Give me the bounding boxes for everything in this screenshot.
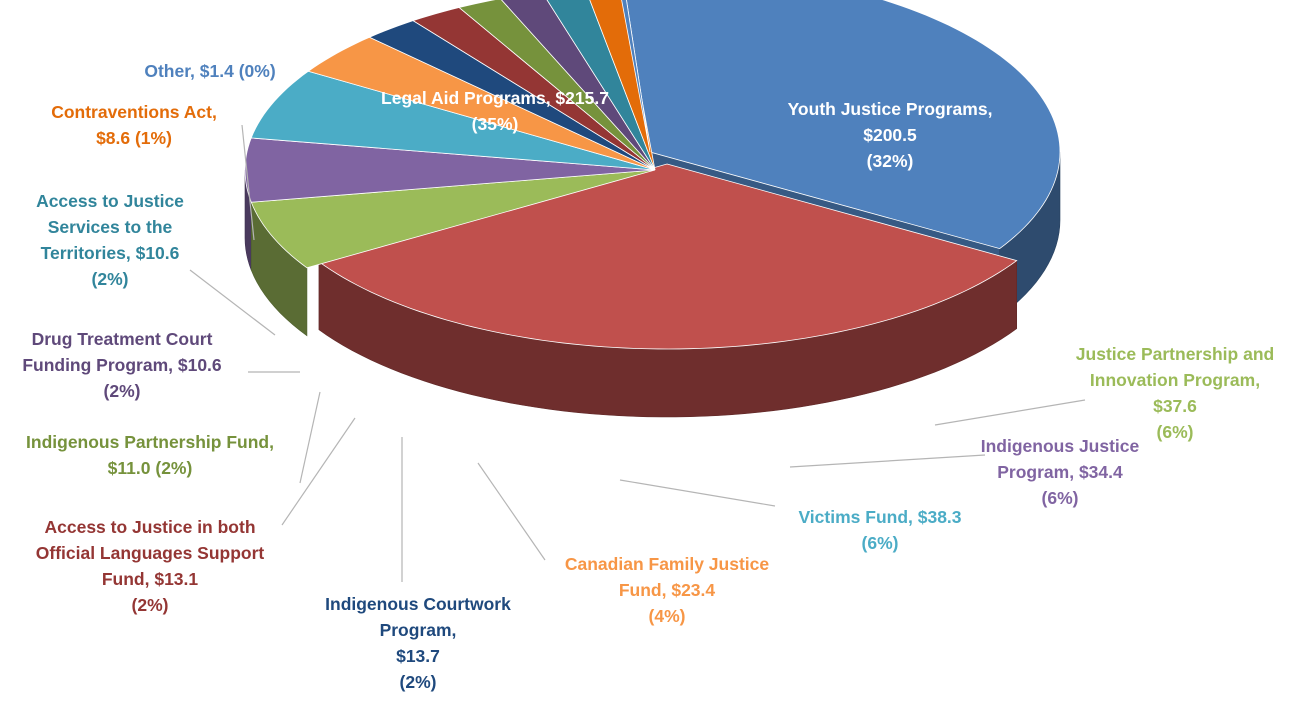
slice-victims-fund [250,70,656,171]
label-line: (6%) [1157,422,1194,442]
slice-access-to-justice-in-both-official-languages-support-fund [412,7,656,171]
slice-youth-justice-programs [318,163,1018,350]
label-line: Fund, $13.1 [102,569,199,589]
label-line: Fund, $23.4 [619,580,716,600]
label-line: Access to Justice [36,191,184,211]
leader-line-canadian-family-justice-fund [477,462,546,561]
label-line: Services to the [48,217,173,237]
label-line: $8.6 (1%) [96,128,172,148]
label-drug-treatment-court-funding-program: Drug Treatment Court Funding Program, $10… [22,329,222,401]
label-line: Indigenous Partnership Fund, [26,432,274,452]
label-line: (35%) [472,114,519,134]
label-legal-aid-programs: Legal Aid Programs, $215.7 (35%) [381,88,609,134]
label-line: (6%) [862,533,899,553]
label-contraventions-act: Contraventions Act, $8.6 (1%) [51,102,217,148]
label-line: Innovation Program, [1090,370,1260,390]
label-access-to-justice-services-to-the-territories: Access to Justice Services to the Territor… [36,191,184,289]
leader-line-access-to-justice-in-both-official-languages-support-fund [281,417,356,526]
leader-line-victims-fund [619,479,776,507]
label-line: Territories, $10.6 [41,243,180,263]
label-line: Indigenous Justice [981,436,1140,456]
label-justice-partnership-and-innovation-program: Justice Partnership and Innovation Progra… [1076,344,1274,442]
leader-line-access-to-justice-services-to-the-territories [189,269,276,336]
label-line: $13.7 [396,646,440,666]
label-line: (6%) [1042,488,1079,508]
pie-slice-tops [244,0,1061,350]
label-line: Indigenous Courtwork [325,594,511,614]
label-line: (4%) [649,606,686,626]
label-line: Victims Fund, $38.3 [798,507,961,527]
slice-canadian-family-justice-fund [307,36,656,171]
leader-lines [189,124,1086,582]
label-line: Program, $34.4 [997,462,1123,482]
slice-other [621,0,651,153]
label-line: (2%) [132,595,169,615]
label-line: Other, $1.4 (0%) [144,61,275,81]
slice-legal-aid-programs [626,0,1061,250]
label-victims-fund: Victims Fund, $38.3 (6%) [798,507,961,553]
slice-indigenous-partnership-fund [458,0,656,171]
slice-drug-treatment-court-funding-program [501,0,656,171]
label-line: Access to Justice in both [44,517,255,537]
slice-labels: Legal Aid Programs, $215.7 (35%) Youth Jus… [22,61,1274,692]
label-indigenous-justice-program: Indigenous Justice Program, $34.4 (6%) [981,436,1140,508]
slice-access-to-justice-services-to-the-territories [546,0,656,171]
label-canadian-family-justice-fund: Canadian Family Justice Fund, $23.4 (4%) [565,554,770,626]
label-line: Funding Program, $10.6 [22,355,222,375]
slice-contraventions-act [589,0,656,171]
label-line: Contraventions Act, [51,102,217,122]
label-line: (2%) [400,672,437,692]
label-line: (2%) [104,381,141,401]
label-line: $200.5 [863,125,917,145]
label-line: Program, [380,620,457,640]
label-line: $11.0 (2%) [108,458,193,478]
label-line: $37.6 [1153,396,1197,416]
label-access-to-justice-in-both-official-languages-support-fund: Access to Justice in both Official Langua… [36,517,265,615]
label-line: Legal Aid Programs, $215.7 [381,88,609,108]
slice-indigenous-courtwork-program [368,20,656,171]
label-indigenous-partnership-fund: Indigenous Partnership Fund, $11.0 (2%) [26,432,274,478]
label-line: Justice Partnership and [1076,344,1274,364]
leader-line-justice-partnership-and-innovation-program [934,399,1086,426]
label-line: (32%) [867,151,914,171]
leader-line-contraventions-act [241,124,255,241]
leader-line-indigenous-justice-program [789,454,986,468]
label-indigenous-courtwork-program: Indigenous Courtwork Program, $13.7 (2%) [325,594,511,692]
label-line: Drug Treatment Court [32,329,213,349]
label-line: (2%) [92,269,129,289]
label-line: Youth Justice Programs, [788,99,993,119]
leader-line-indigenous-partnership-fund [299,391,321,484]
label-other: Other, $1.4 (0%) [144,61,275,81]
label-line: Canadian Family Justice [565,554,770,574]
label-line: Official Languages Support [36,543,265,563]
label-youth-justice-programs: Youth Justice Programs, $200.5 (32%) [788,99,993,171]
